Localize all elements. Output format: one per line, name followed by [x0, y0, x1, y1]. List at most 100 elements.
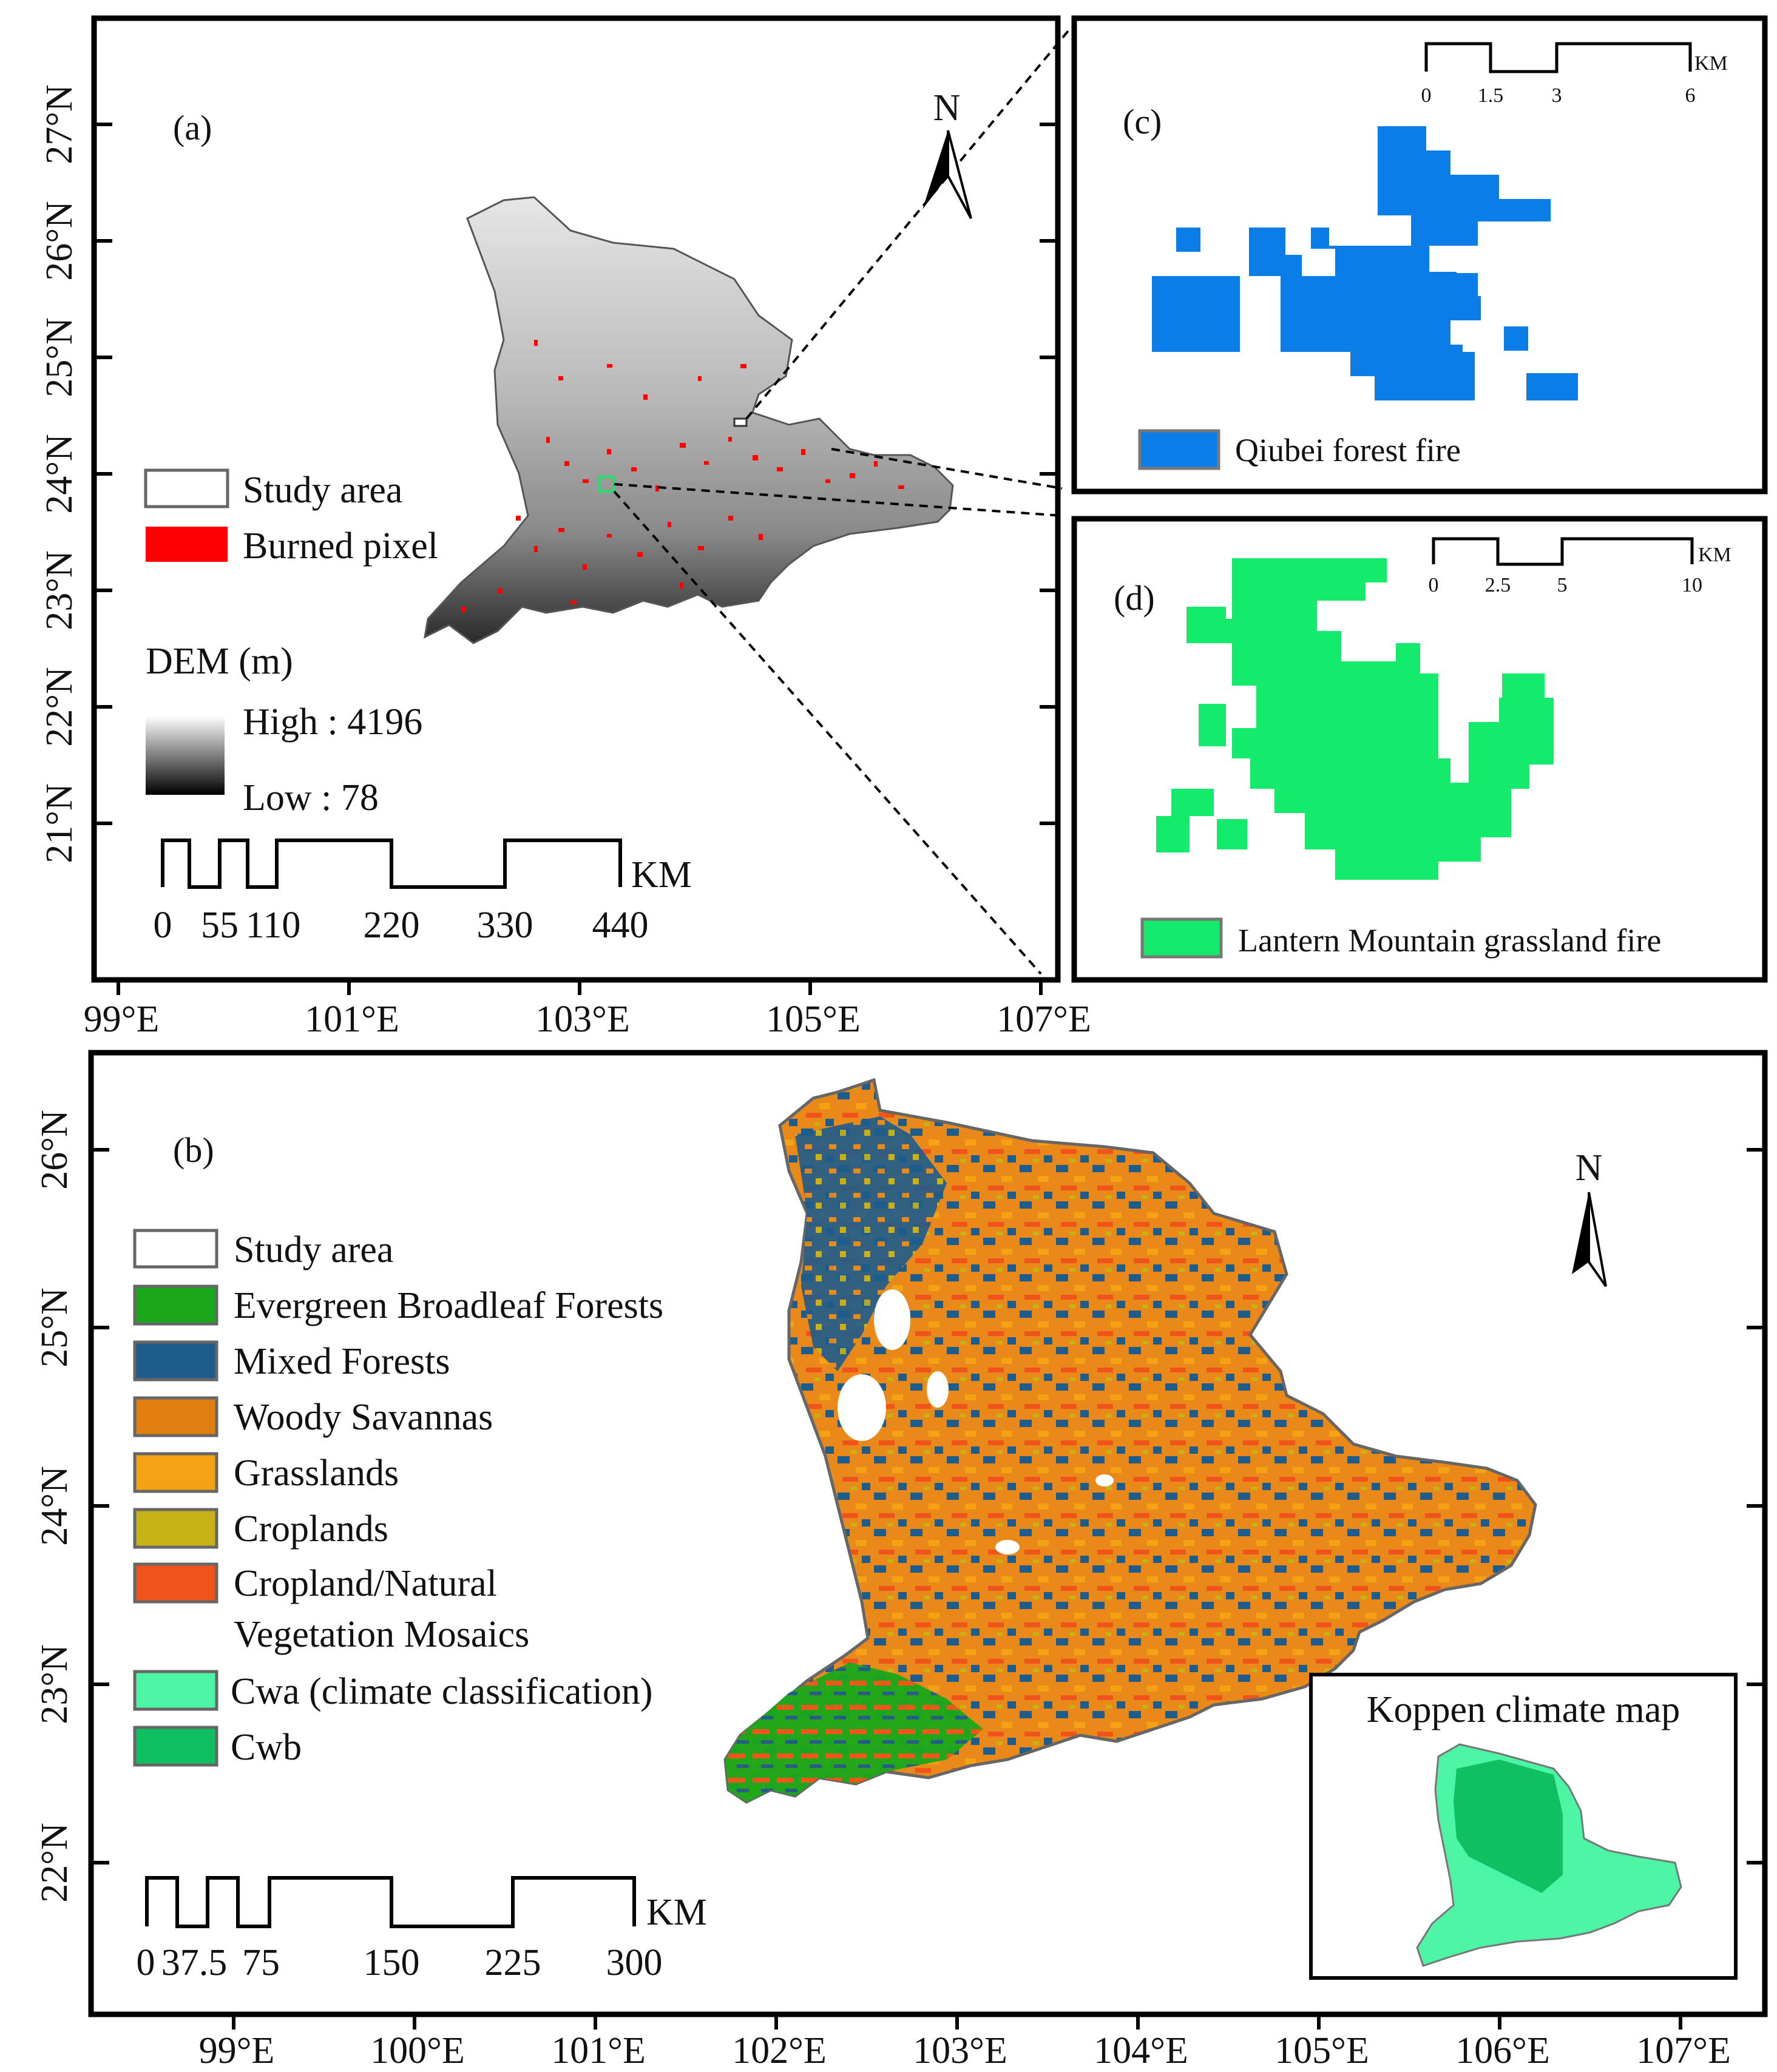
panel-c-legend-swatch — [1138, 429, 1220, 470]
panel-b-lat-26: 26°N — [34, 1110, 75, 1190]
panel-a-site-c-marker — [733, 417, 748, 427]
panel-a-lat-24: 24°N — [39, 434, 80, 514]
legend-b-mosaic-swatch — [133, 1562, 218, 1604]
panel-c-fire-spot-5 — [1176, 228, 1200, 252]
panel-d: (d) 0 2.5 5 10 KM Lantern Mountain grass… — [1071, 516, 1768, 983]
panel-b-forest-region — [795, 1116, 947, 1371]
panel-b-label: (b) — [173, 1130, 214, 1170]
panel-a-lat-27: 27°N — [39, 84, 80, 164]
panel-b-lon-102: 102°E — [732, 2030, 827, 2071]
panel-b-north-arrow-icon — [1572, 1192, 1607, 1287]
panel-b-north-label: N — [1576, 1147, 1603, 1189]
panel-a-lon-101: 101°E — [305, 999, 399, 1040]
legend-b-mosaic-label-2: Vegetation Mosaics — [234, 1614, 529, 1655]
panel-b-lon-103: 103°E — [913, 2030, 1007, 2071]
legend-dem-ramp — [146, 716, 225, 795]
panel-a-north-arrow-icon — [922, 130, 972, 219]
panel-d-fire-spot-3 — [1171, 789, 1214, 816]
panel-a-scale-330: 330 — [477, 905, 533, 946]
panel-b-urban-patches — [838, 1289, 1114, 1554]
legend-burned-swatch — [146, 527, 228, 562]
panel-c-fire-spot-4 — [1152, 276, 1240, 352]
panel-c: (c) 0 1.5 3 6 KM Qiubei forest fire — [1071, 15, 1768, 494]
panel-a-lon-99: 99°E — [84, 999, 160, 1040]
panel-a-scale-220: 220 — [364, 905, 420, 946]
panel-c-scale-1-5: 1.5 — [1478, 84, 1504, 107]
panel-b-lat-25: 25°N — [34, 1287, 75, 1368]
panel-b-south-region — [725, 1662, 983, 1802]
panel-a-connectors — [613, 26, 1072, 975]
panel-c-fire-spot-7 — [1402, 352, 1475, 376]
panel-a-scale-440: 440 — [592, 905, 649, 946]
panel-b-scale-bar — [145, 1876, 636, 1928]
legend-b-grasslands-swatch — [133, 1452, 218, 1493]
panel-d-fire-spot-4 — [1156, 816, 1190, 852]
panel-a-lon-107: 107°E — [997, 999, 1091, 1040]
panel-a-scale-unit: KM — [631, 854, 692, 896]
panel-a-lon-103: 103°E — [535, 999, 630, 1040]
panel-a-dem-map — [424, 196, 954, 644]
panel-d-scale-bar — [1432, 537, 1694, 566]
legend-b-grasslands-label: Grasslands — [234, 1453, 399, 1494]
panel-d-scale-5: 5 — [1557, 574, 1568, 596]
panel-b-lon-105: 105°E — [1274, 2030, 1369, 2071]
panel-b-lon-100: 100°E — [370, 2030, 465, 2071]
legend-b-croplands-swatch — [133, 1508, 218, 1549]
panel-d-fire-spot-6 — [1366, 558, 1387, 582]
legend-b-cwa-label: Cwa (climate classification) — [231, 1671, 653, 1712]
panel-a: 27°N 26°N 25°N 24°N 23°N 22°N 21°N 99°E … — [39, 15, 1091, 1040]
panel-b-lon-107: 107°E — [1636, 2030, 1731, 2071]
panel-b-ticks — [91, 1148, 1765, 2030]
legend-study-area-label: Study area — [243, 470, 402, 511]
legend-b-cwb-label: Cwb — [231, 1727, 302, 1768]
panel-d-scale-0: 0 — [1429, 574, 1439, 596]
panel-b-scale-300: 300 — [606, 1942, 663, 1983]
panel-a-lat-23: 23°N — [39, 550, 80, 630]
panel-d-fire-spot-5 — [1217, 819, 1247, 849]
legend-b-cwa-swatch — [133, 1670, 218, 1711]
legend-burned-label: Burned pixel — [243, 525, 438, 567]
panel-a-lat-26: 26°N — [39, 201, 80, 281]
panel-c-fire-shape — [1281, 126, 1551, 400]
panel-c-scale-0: 0 — [1421, 84, 1432, 107]
panel-d-frame — [1071, 516, 1768, 983]
panel-d-fire-spot-2 — [1199, 704, 1226, 746]
panel-a-lat-ticks — [94, 123, 1058, 995]
panel-b-lat-23: 23°N — [34, 1644, 75, 1724]
panel-c-scale-3: 3 — [1552, 84, 1562, 107]
legend-b-evergreen-swatch — [133, 1284, 218, 1326]
panel-a-lat-25: 25°N — [39, 317, 80, 397]
panel-b-lat-24: 24°N — [34, 1466, 75, 1546]
koppen-cwb-area — [1454, 1760, 1563, 1893]
panel-a-label: (a) — [173, 108, 212, 147]
panel-d-scale-unit: KM — [1698, 544, 1731, 566]
legend-b-mixed-label: Mixed Forests — [234, 1341, 450, 1382]
panel-b-legend: Study area Evergreen Broadleaf Forests M… — [133, 1229, 663, 1768]
panel-d-legend-label: Lantern Mountain grassland fire — [1238, 922, 1661, 959]
panel-a-lat-22: 22°N — [39, 667, 80, 747]
panel-c-fire-spot-6 — [1249, 228, 1285, 276]
panel-a-lon-105: 105°E — [766, 999, 861, 1040]
panel-a-scale-bar — [161, 839, 622, 889]
panel-b-lon-106: 106°E — [1455, 2030, 1550, 2071]
legend-dem-high: High : 4196 — [243, 701, 422, 743]
panel-b-scale-unit: KM — [646, 1892, 707, 1933]
panel-b-scale-75: 75 — [242, 1942, 280, 1983]
panel-d-legend-swatch — [1140, 917, 1223, 959]
legend-study-area-swatch — [144, 468, 229, 508]
panel-b-scale-225: 225 — [485, 1942, 541, 1983]
panel-d-fire-spot-7 — [1502, 673, 1545, 704]
legend-b-mixed-swatch — [133, 1340, 218, 1382]
legend-b-study-area-swatch — [133, 1229, 218, 1269]
panel-c-scale-6: 6 — [1685, 84, 1696, 107]
panel-c-frame — [1071, 15, 1768, 494]
legend-b-woody-swatch — [133, 1396, 218, 1437]
panel-b-lon-104: 104°E — [1094, 2030, 1188, 2071]
panel-b-scale-0: 0 — [137, 1942, 155, 1983]
legend-b-cwb-swatch — [133, 1726, 218, 1767]
panel-c-legend-label: Qiubei forest fire — [1235, 432, 1461, 468]
panel-d-fire-shape — [1190, 558, 1554, 880]
koppen-inset: Koppen climate map — [1309, 1673, 1738, 1980]
panel-c-scale-bar — [1424, 42, 1692, 73]
